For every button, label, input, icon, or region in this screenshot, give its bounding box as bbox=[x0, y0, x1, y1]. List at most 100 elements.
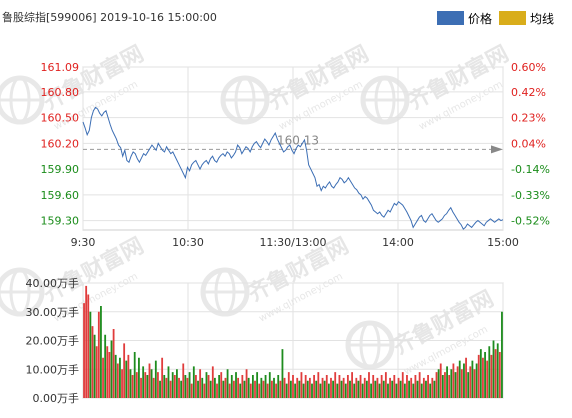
volume-bar bbox=[387, 383, 389, 399]
volume-bar bbox=[321, 377, 324, 399]
volume-bar bbox=[467, 372, 470, 399]
volume-bar bbox=[218, 375, 221, 398]
volume-bar bbox=[125, 360, 128, 399]
percent-tick-label: 0.23% bbox=[511, 112, 546, 125]
volume-bar bbox=[315, 380, 318, 398]
percent-tick-label: 0.60% bbox=[511, 61, 546, 74]
price-axis-right: 0.60% 0.42% 0.23% 0.04% -0.14% -0.33% -0.52% bbox=[511, 61, 550, 228]
volume-bar bbox=[258, 383, 261, 399]
volume-bar bbox=[469, 366, 472, 399]
volume-bar bbox=[422, 377, 425, 399]
price-tick-label: 159.30 bbox=[41, 215, 80, 228]
volume-bar bbox=[452, 363, 455, 398]
volume-bar bbox=[87, 294, 90, 398]
legend-swatch-price bbox=[437, 11, 464, 25]
volume-bar bbox=[473, 369, 476, 398]
volume-bar bbox=[306, 380, 309, 398]
volume-bar bbox=[494, 349, 497, 399]
volume-bar bbox=[275, 383, 278, 399]
time-tick-label: 9:30 bbox=[71, 236, 96, 249]
volume-bar bbox=[393, 375, 396, 398]
volume-bar bbox=[110, 340, 113, 398]
volume-bar bbox=[365, 380, 368, 398]
legend-item-average[interactable]: 均线 bbox=[499, 11, 554, 26]
volume-bar bbox=[406, 375, 408, 398]
volume-bar bbox=[85, 285, 88, 399]
volume-bar bbox=[142, 366, 145, 399]
volume-tick-label: 30.00万手 bbox=[26, 305, 80, 319]
volume-bar bbox=[237, 377, 240, 399]
volume-bar bbox=[338, 375, 341, 398]
volume-bar bbox=[368, 372, 370, 399]
volume-bar bbox=[355, 377, 358, 399]
volume-bar bbox=[414, 375, 417, 398]
volume-bar bbox=[180, 380, 183, 398]
volume-bar bbox=[173, 375, 176, 398]
volume-bar bbox=[444, 372, 446, 399]
volume-bar bbox=[450, 369, 453, 398]
volume-bar bbox=[427, 375, 429, 398]
legend-label-price: 价格 bbox=[468, 11, 493, 26]
volume-bar bbox=[416, 380, 419, 398]
volume-bar bbox=[382, 380, 385, 398]
volume-bar bbox=[289, 380, 292, 398]
volume-bar bbox=[399, 380, 402, 398]
volume-bar bbox=[410, 377, 413, 399]
volume-bar bbox=[247, 377, 250, 399]
volume-bar bbox=[195, 375, 197, 398]
volume-bar bbox=[376, 377, 379, 399]
volume-bar bbox=[230, 375, 233, 398]
volume-bar bbox=[330, 377, 332, 399]
volume-bar bbox=[420, 383, 423, 399]
volume-bar bbox=[458, 360, 461, 399]
volume-bar bbox=[249, 383, 252, 399]
volume-bar bbox=[135, 372, 138, 399]
volume-bar bbox=[279, 380, 282, 398]
volume-bar bbox=[498, 352, 501, 398]
volume-bar bbox=[131, 375, 134, 398]
volume-bar bbox=[159, 380, 161, 398]
volume-bar bbox=[95, 346, 98, 398]
time-tick-label: 15:00 bbox=[487, 236, 519, 249]
watermark-globe-icon bbox=[220, 75, 270, 125]
volume-bar bbox=[311, 383, 313, 399]
volume-bar bbox=[97, 311, 100, 398]
volume-bar bbox=[308, 377, 311, 399]
volume-bar bbox=[298, 380, 301, 398]
volume-bar bbox=[370, 383, 372, 399]
volume-bar bbox=[192, 366, 195, 399]
volume-bar bbox=[119, 357, 121, 398]
volume-bar bbox=[190, 383, 193, 399]
volume-bar bbox=[471, 360, 474, 399]
volume-bar bbox=[342, 377, 345, 399]
legend-swatch-average bbox=[499, 11, 526, 25]
volume-bar bbox=[224, 377, 227, 399]
volume-bar bbox=[239, 383, 242, 399]
volume-bar bbox=[171, 372, 174, 399]
volume-bar bbox=[346, 375, 349, 398]
volume-bar bbox=[401, 372, 404, 399]
volume-bar bbox=[425, 380, 427, 398]
price-tick-label: 159.60 bbox=[41, 189, 80, 202]
price-tick-label: 160.80 bbox=[41, 86, 80, 99]
volume-bar bbox=[363, 377, 366, 399]
volume-tick-label: 20.00万手 bbox=[26, 334, 80, 348]
price-series-line bbox=[82, 106, 504, 230]
volume-bar bbox=[203, 383, 206, 399]
volume-bar bbox=[220, 372, 223, 399]
volume-bar bbox=[482, 357, 484, 398]
volume-bar bbox=[129, 369, 132, 398]
percent-tick-label: 0.04% bbox=[511, 137, 546, 150]
time-tick-label: 11:30/13:00 bbox=[259, 236, 326, 249]
volume-bar bbox=[336, 383, 339, 399]
price-tick-label: 161.09 bbox=[41, 61, 80, 74]
percent-tick-label: -0.14% bbox=[511, 163, 550, 176]
volume-bar bbox=[163, 375, 166, 398]
price-grid bbox=[82, 66, 504, 231]
legend-item-price[interactable]: 价格 bbox=[437, 11, 493, 26]
volume-bar bbox=[245, 369, 248, 398]
volume-bar bbox=[433, 380, 436, 398]
percent-tick-label: -0.52% bbox=[511, 215, 550, 228]
volume-bar bbox=[319, 383, 322, 399]
